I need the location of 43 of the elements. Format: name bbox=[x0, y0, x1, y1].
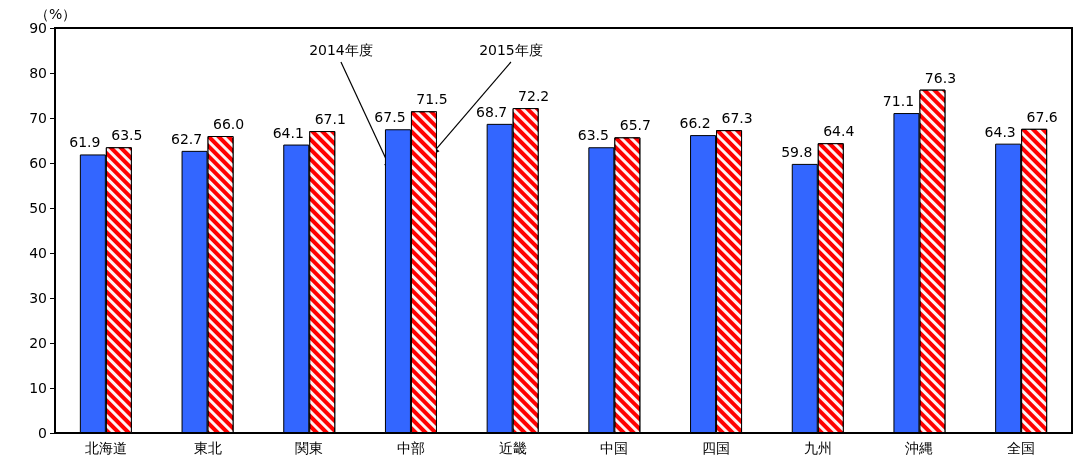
data-label: 71.1 bbox=[882, 93, 915, 110]
y-tick-label: 60 bbox=[29, 155, 47, 171]
y-tick-label: 70 bbox=[29, 110, 47, 126]
data-label: 68.7 bbox=[476, 103, 508, 120]
data-label: 61.9 bbox=[69, 134, 101, 151]
data-label: 64.3 bbox=[984, 123, 1016, 140]
data-label: 64.1 bbox=[272, 124, 304, 141]
y-tick-label: 0 bbox=[38, 425, 47, 441]
x-tick-label: 九州 bbox=[803, 440, 832, 456]
data-label: 62.7 bbox=[170, 130, 203, 147]
data-label: 65.7 bbox=[619, 117, 651, 134]
text: 2015年度 bbox=[479, 42, 543, 58]
y-tick-label: 30 bbox=[29, 290, 47, 306]
data-label: 64.4 bbox=[823, 123, 855, 140]
x-tick-label: 四国 bbox=[702, 440, 731, 456]
data-label: 67.5 bbox=[374, 109, 406, 126]
x-tick-label: 北海道 bbox=[84, 440, 127, 456]
x-tick-label: 全国 bbox=[1007, 440, 1036, 456]
x-tick-label: 関東 bbox=[295, 440, 324, 456]
data-label: 63.5 bbox=[577, 127, 609, 144]
x-tick-label: 近畿 bbox=[498, 440, 527, 456]
y-tick-label: 10 bbox=[29, 380, 47, 396]
y-tick-label: 40 bbox=[29, 245, 47, 261]
y-axis-title: （%） bbox=[35, 6, 77, 23]
data-label: 66.2 bbox=[679, 115, 711, 132]
y-tick-label: 20 bbox=[29, 335, 47, 351]
text: 2014年度 bbox=[309, 42, 373, 58]
data-label: 59.8 bbox=[781, 143, 813, 160]
data-label: 72.2 bbox=[518, 88, 550, 105]
data-label: 71.5 bbox=[416, 91, 448, 108]
y-tick-label: 50 bbox=[29, 200, 47, 216]
x-tick-label: 中部 bbox=[396, 440, 425, 456]
x-tick-label: 沖縄 bbox=[905, 440, 934, 456]
y-tick-label: 90 bbox=[29, 20, 47, 36]
data-label: 67.1 bbox=[314, 111, 346, 128]
x-tick-label: 中国 bbox=[600, 440, 629, 456]
y-tick-label: 80 bbox=[29, 65, 47, 81]
data-label: 63.5 bbox=[111, 127, 143, 144]
x-tick-label: 東北 bbox=[193, 440, 222, 456]
data-label: 66.0 bbox=[212, 116, 245, 132]
data-label: 76.3 bbox=[924, 69, 957, 86]
data-label: 67.3 bbox=[721, 110, 753, 127]
data-label: 67.6 bbox=[1026, 108, 1058, 125]
